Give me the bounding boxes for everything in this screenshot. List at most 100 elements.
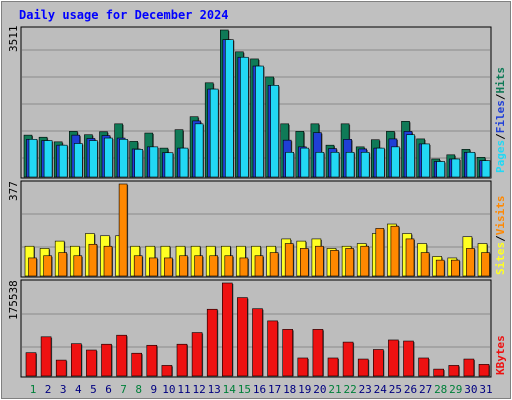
x-tick-label: 10 <box>162 383 175 396</box>
bar-pages <box>179 147 189 178</box>
bar-pages <box>436 161 446 178</box>
bar-visits <box>435 259 445 277</box>
bar-pages <box>391 146 400 178</box>
legend-sites-visits: Sites/Visits <box>494 196 507 276</box>
x-tick-label: 13 <box>208 383 221 396</box>
bar-visits <box>375 228 385 277</box>
bar-visits <box>390 225 400 277</box>
bar-visits <box>360 245 370 277</box>
x-tick-label: 8 <box>135 383 142 396</box>
legend-hits-files-pages: Pages/Files/Hits <box>494 67 507 173</box>
x-tick-label: 5 <box>90 383 97 396</box>
bar-visits <box>164 257 173 277</box>
bar-pages <box>330 151 340 178</box>
bar-kbytes <box>357 358 369 377</box>
bar-kbytes <box>463 358 475 377</box>
bar-kbytes <box>237 297 248 377</box>
bar-pages <box>225 39 234 178</box>
bar-kbytes <box>55 359 67 377</box>
y-max-label-kbytes: 175538 <box>7 280 20 320</box>
bar-pages <box>149 146 159 178</box>
bar-kbytes <box>116 334 127 377</box>
bar-kbytes <box>25 352 37 377</box>
bar-pages <box>315 151 325 178</box>
legend-files: Files <box>494 100 507 133</box>
bar-kbytes <box>342 341 354 377</box>
x-tick-label: 25 <box>389 383 402 396</box>
x-tick-label: 9 <box>150 383 157 396</box>
x-tick-label: 3 <box>60 383 67 396</box>
x-tick-label: 16 <box>253 383 266 396</box>
x-tick-label: 21 <box>328 383 341 396</box>
bar-visits <box>466 248 475 277</box>
x-tick-label: 18 <box>283 383 296 396</box>
bar-pages <box>406 134 415 178</box>
bar-visits <box>315 245 324 277</box>
bar-kbytes <box>418 357 429 377</box>
x-tick-label: 22 <box>343 383 356 396</box>
bar-visits <box>28 257 37 277</box>
legend-hits: Hits <box>494 67 507 94</box>
bar-pages <box>194 123 204 178</box>
x-tick-label: 27 <box>419 383 432 396</box>
bar-kbytes <box>222 282 233 377</box>
bar-visits <box>58 252 68 277</box>
x-tick-label: 20 <box>313 383 326 396</box>
bar-pages <box>58 144 68 178</box>
x-tick-label: 23 <box>359 383 372 396</box>
bar-pages <box>345 151 355 178</box>
y-max-label-hits: 3511 <box>7 26 20 53</box>
x-tick-label: 15 <box>238 383 251 396</box>
bar-kbytes <box>131 352 142 377</box>
bar-visits <box>209 255 218 277</box>
x-tick-label: 14 <box>223 383 237 396</box>
bar-visits <box>345 248 354 277</box>
bar-pages <box>421 143 430 178</box>
bar-kbytes <box>101 343 112 377</box>
x-tick-label: 17 <box>268 383 281 396</box>
bar-pages <box>134 149 143 178</box>
bar-kbytes <box>372 349 384 377</box>
bar-kbytes <box>433 368 445 377</box>
bar-kbytes <box>297 357 309 377</box>
bar-pages <box>375 147 385 178</box>
bar-kbytes <box>71 343 82 377</box>
x-tick-label: 24 <box>374 383 388 396</box>
bar-pages <box>89 140 98 178</box>
bar-visits <box>299 248 309 277</box>
bar-visits <box>133 255 143 277</box>
x-tick-label: 11 <box>177 383 190 396</box>
x-tick-label: 2 <box>45 383 52 396</box>
bar-visits <box>103 245 113 277</box>
bar-kbytes <box>267 320 278 377</box>
x-tick-label: 30 <box>464 383 477 396</box>
bar-visits <box>73 255 83 277</box>
bar-visits <box>194 255 203 277</box>
bar-visits <box>254 255 264 277</box>
bar-visits <box>149 257 158 277</box>
bar-kbytes <box>327 357 339 377</box>
bar-pages <box>270 85 279 178</box>
x-axis-labels: 1 2 3 4 5 6 7 8 9 10 11 12 13 14 15 16 17 18 19 20 21 22 23 24 2… <box>30 383 493 396</box>
legend-pages: Pages <box>494 140 507 173</box>
bar-kbytes <box>448 365 460 377</box>
legend-kbytes: KBytes <box>494 335 507 375</box>
bar-visits <box>269 252 279 277</box>
legend-visits: Visits <box>494 196 507 236</box>
bar-pages <box>255 65 264 178</box>
bar-kbytes <box>146 344 158 377</box>
x-tick-label: 29 <box>449 383 462 396</box>
x-tick-label: 4 <box>75 383 82 396</box>
legend-kbytes-wrap: KBytes <box>494 335 507 375</box>
bar-pages <box>74 143 83 178</box>
chart-title: Daily usage for December 2024 <box>19 8 229 22</box>
y-max-label-visits: 377 <box>7 181 20 201</box>
bar-visits <box>118 183 128 277</box>
bar-visits <box>284 243 294 277</box>
bar-pages <box>209 88 219 178</box>
bar-kbytes <box>191 332 203 377</box>
bar-pages <box>104 137 113 178</box>
legend-sites: Sites <box>494 242 507 275</box>
x-tick-label: 7 <box>120 383 127 396</box>
